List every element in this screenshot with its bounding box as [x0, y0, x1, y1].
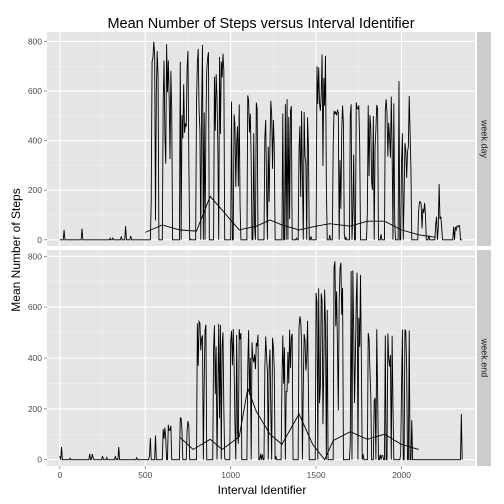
facet-panel-week.day: 0 200 400 600 800 week.day	[28, 32, 491, 246]
y-tick-label: 800	[28, 36, 42, 46]
x-tick-label: 1000	[221, 470, 240, 480]
chart-title: Mean Number of Steps versus Interval Ide…	[107, 16, 414, 32]
y-tick-label: 400	[28, 353, 42, 363]
y-tick-label: 800	[28, 251, 42, 261]
facet-panels: 0 200 400 600 800 week.day 0 200 400 600 800 week.e…	[28, 32, 491, 480]
facet-panel-week.end: 0 200 400 600 800 week.end	[28, 250, 491, 466]
series-line-steps	[59, 261, 463, 461]
x-tick-label: 1500	[307, 470, 326, 480]
facet-strip	[477, 250, 491, 466]
y-tick-label: 200	[28, 404, 42, 414]
facet-strip-label: week.day	[480, 119, 490, 159]
x-tick-label: 500	[138, 470, 152, 480]
facet-strip	[477, 32, 491, 246]
y-tick-label: 200	[28, 185, 42, 195]
y-tick-label: 600	[28, 86, 42, 96]
facet-strip-label: week.end	[480, 338, 490, 378]
x-tick-label: 2000	[392, 470, 411, 480]
y-tick-label: 600	[28, 302, 42, 312]
panel-background	[47, 32, 475, 246]
y-tick-label: 0	[37, 455, 42, 465]
series-line-steps	[59, 41, 463, 241]
x-axis-title: Interval Identifier	[218, 483, 307, 497]
series-line-mean	[145, 195, 436, 238]
x-tick-label: 0	[57, 470, 62, 480]
series-line-mean	[179, 386, 419, 461]
y-tick-label: 400	[28, 136, 42, 146]
y-tick-label: 0	[37, 235, 42, 245]
y-axis-title: Mean Number of Steps	[9, 188, 23, 311]
